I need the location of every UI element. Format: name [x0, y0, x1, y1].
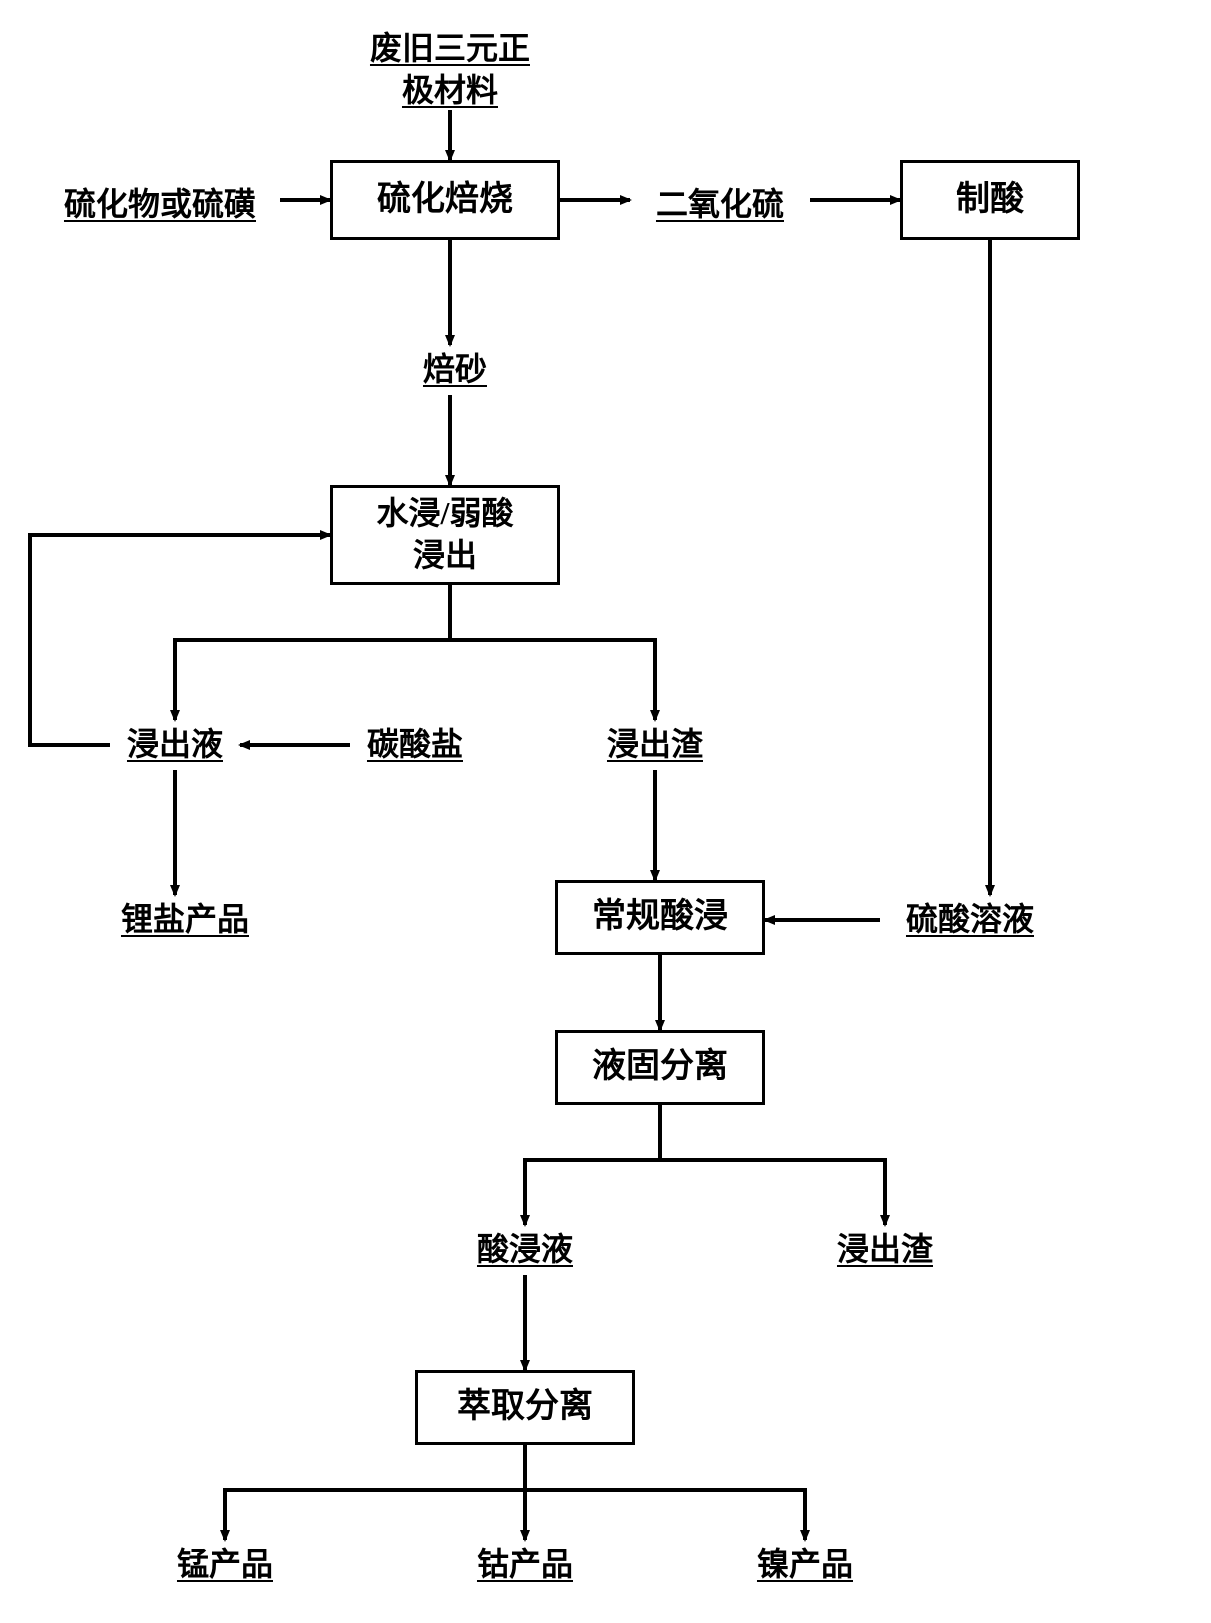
- node-extraction_sep: 萃取分离: [415, 1370, 635, 1445]
- arrow-ext_fork_right: [525, 1445, 805, 1540]
- node-so2: 二氧化硫: [630, 180, 810, 230]
- node-sulfuric_solution: 硫酸溶液: [880, 895, 1060, 945]
- node-leachate: 浸出液: [110, 720, 240, 770]
- node-waste_material: 废旧三元正极材料: [340, 30, 560, 110]
- node-sulfide_or_sulfur: 硫化物或硫磺: [40, 180, 280, 230]
- node-carbonate: 碳酸盐: [350, 720, 480, 770]
- arrow-ext_fork_left: [225, 1445, 525, 1540]
- arrow-sep_fork_right: [660, 1105, 885, 1225]
- node-lithium_product: 锂盐产品: [100, 895, 270, 945]
- arrow-leach_fork_left: [175, 585, 450, 720]
- arrow-leachate_recycle: [30, 535, 330, 745]
- node-calcine: 焙砂: [405, 345, 505, 395]
- arrow-sep_fork_left: [525, 1105, 660, 1225]
- node-acid_making: 制酸: [900, 160, 1080, 240]
- node-mn_product: 锰产品: [160, 1540, 290, 1590]
- node-leach_residue_2: 浸出渣: [820, 1225, 950, 1275]
- node-water_leach: 水浸/弱酸浸出: [330, 485, 560, 585]
- node-acid_leachate: 酸浸液: [460, 1225, 590, 1275]
- node-sulfidation_roast: 硫化焙烧: [330, 160, 560, 240]
- node-conventional_acid: 常规酸浸: [555, 880, 765, 955]
- node-ni_product: 镍产品: [740, 1540, 870, 1590]
- node-co_product: 钴产品: [460, 1540, 590, 1590]
- node-leach_residue_1: 浸出渣: [590, 720, 720, 770]
- arrow-leach_fork_right: [450, 585, 655, 720]
- node-solid_liquid_sep: 液固分离: [555, 1030, 765, 1105]
